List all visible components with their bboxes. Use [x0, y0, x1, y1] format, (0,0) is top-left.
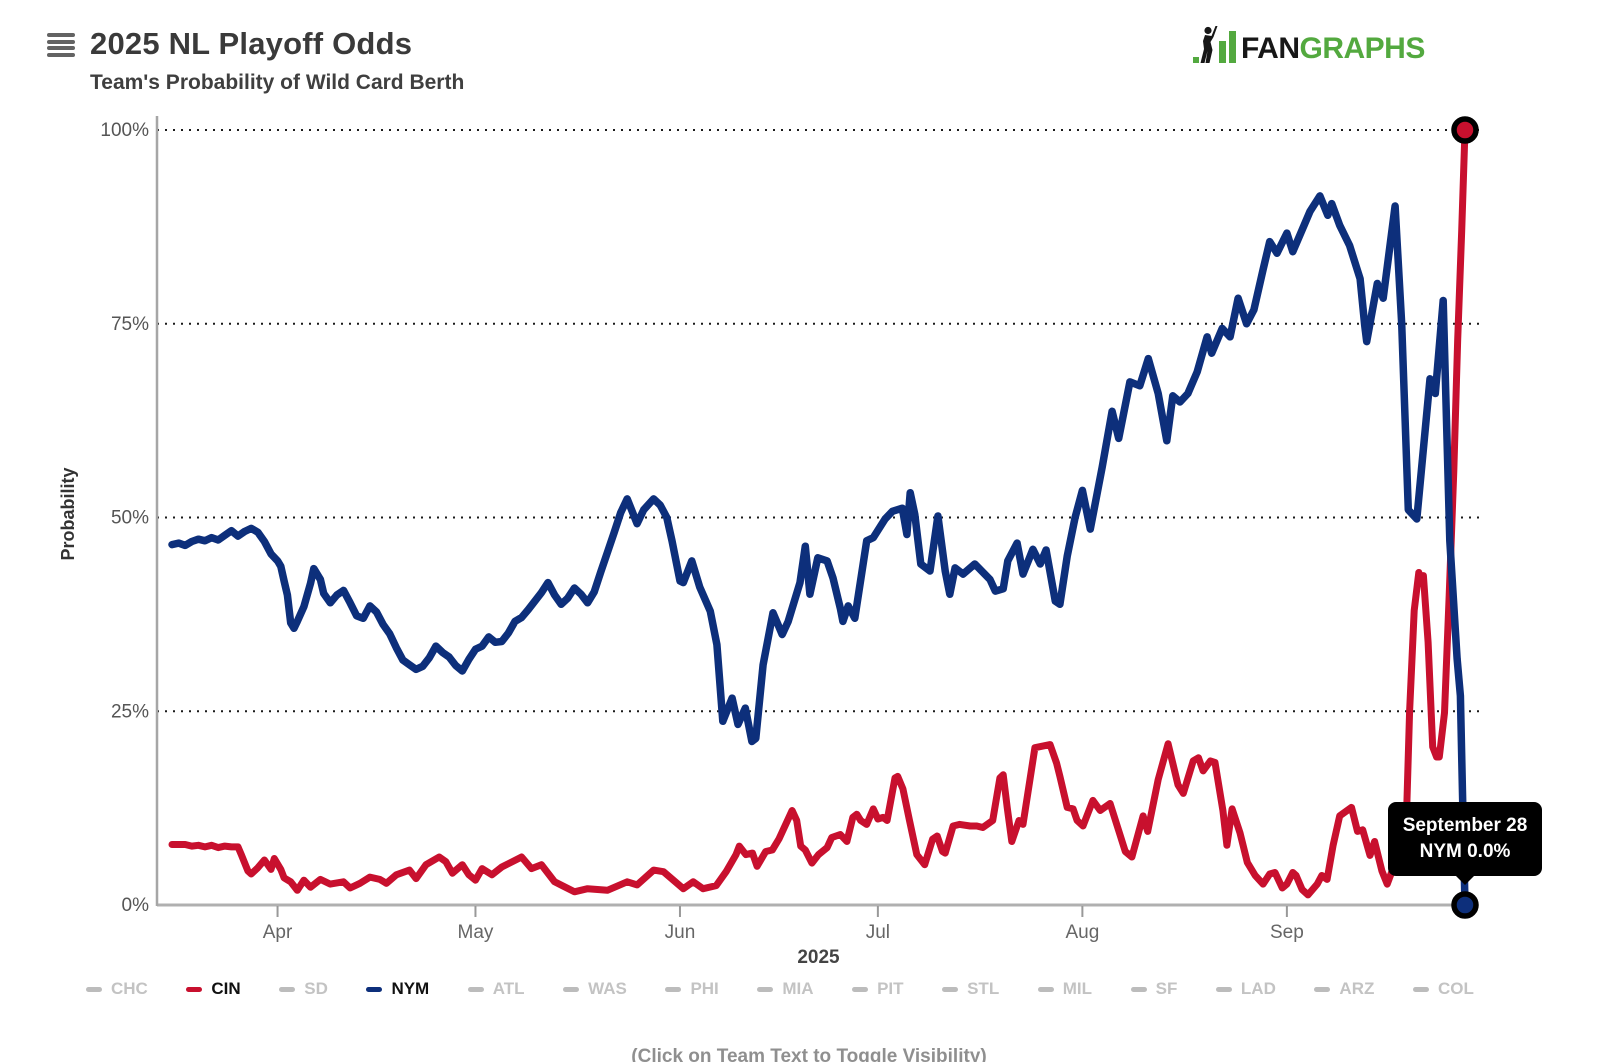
y-axis-tick-label-100: 100% — [100, 120, 149, 141]
legend-swatch-CHC — [86, 986, 102, 992]
series-line-NYM[interactable] — [168, 192, 1469, 909]
legend-swatch-MIA — [757, 986, 774, 992]
legend-item-ATL[interactable]: ATL — [467, 979, 525, 999]
y-axis-tick-label-50: 50% — [111, 508, 149, 529]
chart-menu-hamburger-icon[interactable] — [47, 33, 75, 59]
x-axis-tick-label-Sep: Sep — [1270, 922, 1304, 943]
legend-swatch-ARZ — [1314, 986, 1331, 992]
legend-label-LAD: LAD — [1240, 979, 1276, 998]
page-subtitle: Team's Probability of Wild Card Berth — [90, 71, 465, 94]
logo-fan-text: FAN — [1241, 32, 1300, 65]
legend-swatch-WAS — [563, 986, 580, 992]
fangraphs-batter-icon — [1193, 26, 1236, 63]
fangraphs-logo[interactable]: FANGRAPHS — [1193, 26, 1425, 64]
tooltip-date: September 28 — [1402, 815, 1528, 836]
legend-label-MIL: MIL — [1062, 979, 1093, 998]
x-axis-tick-label-May: May — [458, 922, 494, 943]
legend-item-STL[interactable]: STL — [942, 979, 999, 999]
legend-item-MIL[interactable]: MIL — [1037, 979, 1093, 999]
legend-item-CIN[interactable]: CIN — [186, 979, 241, 999]
legend-label-SD: SD — [304, 979, 328, 998]
legend-label-MIA: MIA — [782, 979, 814, 998]
legend-swatch-NYM — [366, 986, 383, 992]
legend-swatch-SD — [279, 986, 296, 992]
legend-label-CHC: CHC — [111, 979, 148, 998]
legend-label-COL: COL — [1437, 979, 1474, 998]
legend-label-STL: STL — [967, 979, 1000, 998]
legend-item-WAS[interactable]: WAS — [563, 979, 627, 999]
x-axis-tick-label-Aug: Aug — [1065, 922, 1099, 943]
legend-label-PHI: PHI — [690, 979, 719, 998]
legend-swatch-PHI — [665, 986, 682, 992]
legend-item-SD[interactable]: SD — [279, 979, 328, 999]
series-line-CIN[interactable] — [168, 126, 1469, 899]
x-axis-tick-label-Jun: Jun — [665, 922, 696, 943]
end-marker-NYM[interactable] — [1451, 891, 1479, 919]
legend-item-CHC[interactable]: CHC — [86, 979, 148, 999]
legend-label-WAS: WAS — [588, 979, 627, 998]
legend-swatch-MIL — [1037, 986, 1054, 992]
legend-label-SF: SF — [1155, 979, 1178, 998]
y-axis-tick-label-0: 0% — [122, 895, 150, 916]
legend-item-PIT[interactable]: PIT — [852, 979, 904, 999]
logo-graphs-text: GRAPHS — [1299, 32, 1426, 65]
legend-swatch-STL — [942, 986, 959, 992]
chart-tooltip: September 28 NYM 0.0% — [1388, 802, 1542, 886]
legend-item-PHI[interactable]: PHI — [665, 979, 719, 999]
legend-swatch-CIN — [186, 986, 203, 992]
tooltip-value: NYM 0.0% — [1419, 840, 1511, 862]
legend-label-PIT: PIT — [877, 979, 904, 998]
y-axis-title: Probability — [58, 467, 78, 561]
legend-label-ATL: ATL — [492, 979, 525, 998]
legend-swatch-SF — [1130, 986, 1147, 992]
legend-label-NYM: NYM — [391, 979, 430, 998]
legend-item-ARZ[interactable]: ARZ — [1314, 979, 1374, 999]
end-marker-CIN[interactable] — [1451, 116, 1479, 144]
legend-swatch-COL — [1412, 986, 1429, 992]
page-title: 2025 NL Playoff Odds — [90, 26, 413, 61]
legend-label-ARZ: ARZ — [1339, 979, 1375, 998]
legend-swatch-ATL — [467, 986, 484, 992]
team-legend: CHC CIN SD NYM ATL WAS PHI MIA PIT STL MIL SF LAD ARZ… — [86, 979, 1474, 999]
legend-label-CIN: CIN — [211, 979, 241, 998]
legend-item-COL[interactable]: COL — [1412, 979, 1474, 999]
legend-item-SF[interactable]: SF — [1130, 979, 1178, 999]
x-axis-tick-label-Jul: Jul — [866, 922, 890, 943]
legend-item-MIA[interactable]: MIA — [757, 979, 814, 999]
legend-item-NYM[interactable]: NYM — [366, 979, 429, 999]
y-axis-tick-label-25: 25% — [111, 701, 149, 722]
y-axis-tick-label-75: 75% — [111, 314, 149, 335]
x-axis-title: 2025 — [797, 947, 840, 968]
legend-swatch-PIT — [852, 986, 869, 992]
legend-item-LAD[interactable]: LAD — [1215, 979, 1276, 999]
legend-swatch-LAD — [1215, 986, 1232, 992]
x-axis-tick-label-Apr: Apr — [263, 922, 293, 943]
legend-hint-text: (Click on Team Text to Toggle Visibility… — [631, 1046, 987, 1062]
